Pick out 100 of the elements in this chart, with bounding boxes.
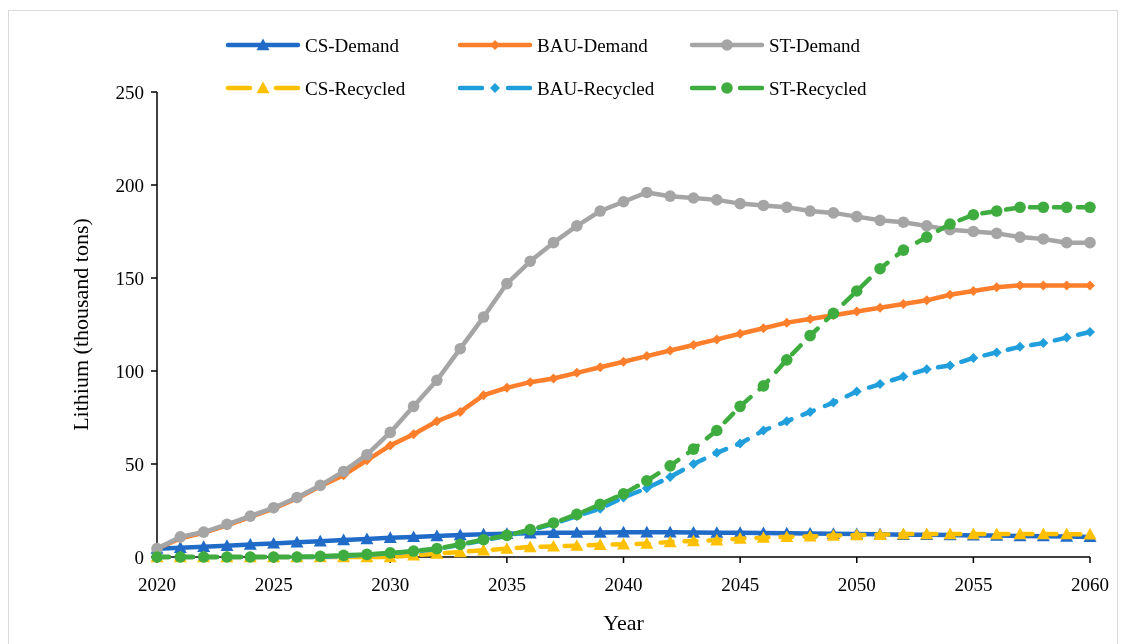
point xyxy=(360,532,374,545)
point xyxy=(640,537,654,549)
point xyxy=(477,543,491,556)
point xyxy=(594,205,606,217)
point xyxy=(618,356,629,367)
point xyxy=(407,530,421,543)
point xyxy=(361,448,373,461)
point xyxy=(1014,201,1026,214)
point xyxy=(945,360,956,371)
point xyxy=(781,317,792,328)
point xyxy=(967,225,980,238)
point xyxy=(1085,326,1095,337)
point xyxy=(593,525,607,538)
point xyxy=(921,364,932,375)
x-tick-label: 2025 xyxy=(254,573,293,595)
legend-label: ST-Recycled xyxy=(769,77,867,99)
point xyxy=(711,194,723,206)
point xyxy=(686,525,700,538)
point xyxy=(313,534,327,547)
x-axis-title: Year xyxy=(603,609,645,635)
point xyxy=(547,526,561,539)
point xyxy=(547,236,560,249)
point xyxy=(804,329,816,342)
point xyxy=(968,352,979,363)
point xyxy=(758,425,769,436)
point xyxy=(500,542,514,554)
point xyxy=(687,443,700,455)
point xyxy=(898,371,909,382)
point xyxy=(595,362,606,373)
point xyxy=(407,400,420,413)
point xyxy=(710,533,724,546)
point xyxy=(477,311,490,323)
point xyxy=(454,342,467,355)
point xyxy=(688,459,699,469)
point xyxy=(1061,332,1072,343)
point xyxy=(524,255,536,268)
legend-label: CS-Recycled xyxy=(305,77,406,99)
legend-label: ST-Demand xyxy=(769,34,861,56)
point xyxy=(641,186,653,199)
point xyxy=(850,210,863,223)
point xyxy=(501,382,512,393)
point xyxy=(920,231,933,243)
point xyxy=(944,218,956,230)
point xyxy=(874,262,886,275)
point xyxy=(641,474,653,487)
point xyxy=(1037,201,1050,214)
point xyxy=(665,345,676,356)
point xyxy=(478,390,489,401)
point xyxy=(780,201,793,214)
point xyxy=(1037,233,1050,245)
y-tick-label: 200 xyxy=(115,174,144,196)
point xyxy=(990,205,1003,217)
y-tick-label: 0 xyxy=(134,546,144,568)
point xyxy=(687,192,700,204)
y-axis-title: Lithium (thousand tons) xyxy=(67,218,93,431)
point xyxy=(1038,338,1049,349)
legend-label: BAU-Recycled xyxy=(537,77,655,99)
point xyxy=(756,531,770,543)
point xyxy=(617,195,630,208)
point xyxy=(523,540,537,553)
point xyxy=(758,323,769,334)
point xyxy=(734,197,746,210)
point xyxy=(875,379,886,390)
point xyxy=(571,367,582,378)
y-tick-label: 150 xyxy=(115,267,144,289)
point xyxy=(828,397,839,408)
point xyxy=(850,285,863,297)
point xyxy=(1060,201,1073,214)
point xyxy=(430,529,444,542)
point xyxy=(408,429,419,440)
point xyxy=(431,374,443,387)
point xyxy=(243,538,257,550)
point xyxy=(431,416,442,427)
point xyxy=(385,440,396,451)
point xyxy=(734,400,746,413)
point xyxy=(733,532,747,544)
point xyxy=(686,534,700,547)
point xyxy=(711,334,722,345)
point xyxy=(757,380,770,392)
point xyxy=(874,214,886,227)
point xyxy=(688,339,699,350)
point xyxy=(267,536,281,549)
y-tick-label: 50 xyxy=(125,453,144,475)
x-tick-label: 2030 xyxy=(371,573,410,595)
point xyxy=(617,487,630,500)
legend-label: CS-Demand xyxy=(305,34,400,56)
y-tick-label: 100 xyxy=(115,360,144,382)
point xyxy=(594,498,606,511)
point xyxy=(593,538,607,550)
point xyxy=(617,525,630,538)
point xyxy=(571,220,583,232)
point xyxy=(780,354,793,366)
x-tick-label: 2020 xyxy=(138,573,176,595)
point xyxy=(220,539,234,552)
point xyxy=(501,277,513,290)
point xyxy=(1084,236,1096,249)
point xyxy=(735,438,746,449)
point xyxy=(827,207,840,219)
point xyxy=(664,460,676,472)
point xyxy=(711,424,723,437)
